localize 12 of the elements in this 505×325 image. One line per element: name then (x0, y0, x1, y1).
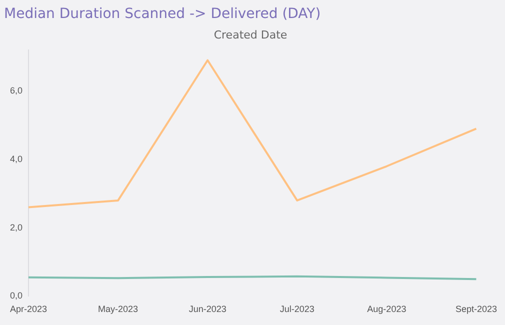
y-tick-label: 4,0 (10, 154, 23, 164)
x-tick-label: Jul-2023 (280, 304, 314, 314)
chart-title: Median Duration Scanned -> Delivered (DAY) (4, 6, 321, 22)
y-tick-label: 2,0 (10, 222, 23, 232)
x-tick-label: Jun-2023 (188, 304, 226, 314)
y-tick-label: 0,0 (10, 290, 23, 301)
x-tick-label: Aug-2023 (367, 304, 406, 314)
y-tick-label: 6,0 (10, 86, 23, 96)
x-tick-label: May-2023 (98, 304, 138, 314)
x-tick-label: Sept-2023 (455, 304, 498, 314)
chart-subtitle: Created Date (214, 28, 288, 42)
x-tick-label: Apr-2023 (10, 304, 48, 314)
